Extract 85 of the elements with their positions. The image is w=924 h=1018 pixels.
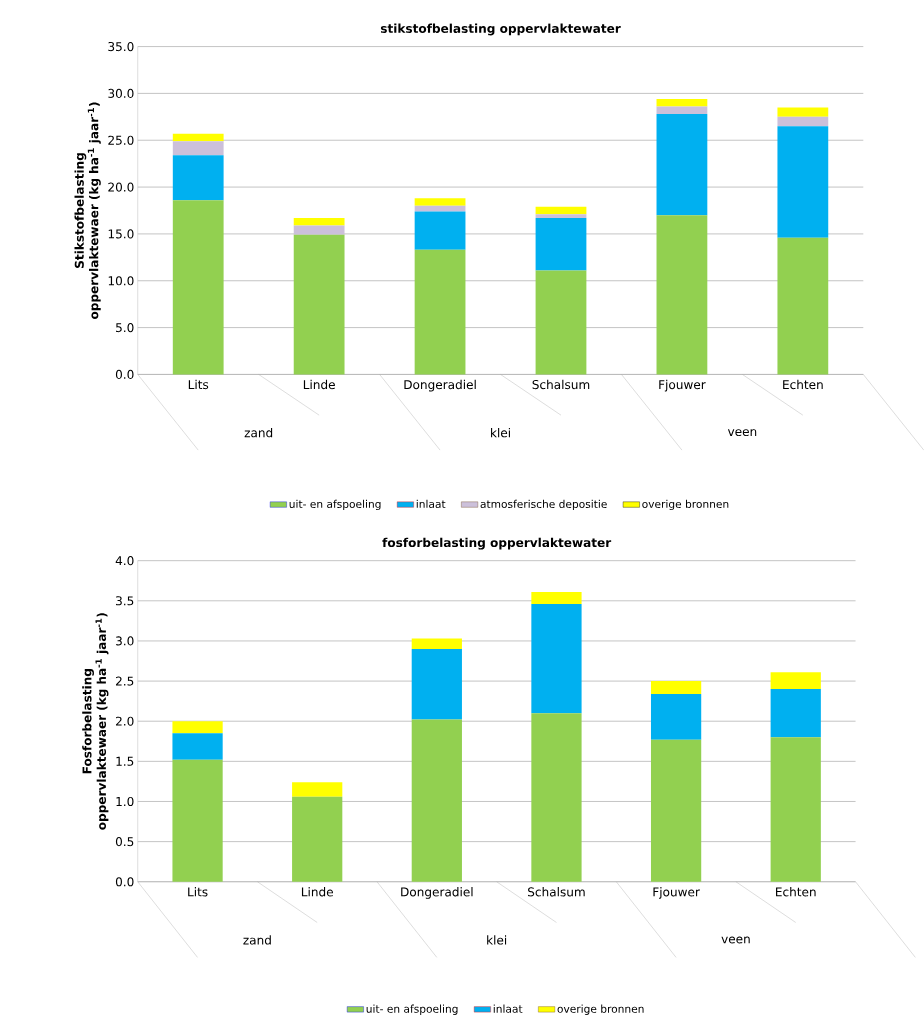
y-tick-label: 2.5 (116, 676, 134, 686)
bar (777, 116, 829, 127)
bar (411, 719, 462, 882)
x-tick-label: Fjouwer (659, 379, 706, 392)
bar (777, 126, 829, 238)
x-tick-label: Lits (188, 379, 209, 390)
bar (650, 693, 702, 740)
bar (535, 270, 587, 375)
chart-title: stikstofbelasting oppervlaktewater (380, 23, 621, 36)
bar (656, 215, 708, 375)
bar (770, 689, 821, 738)
bar (172, 141, 224, 156)
bar (172, 759, 223, 882)
x-tick-label: Linde (301, 887, 333, 897)
text: veen (721, 936, 750, 944)
bar (777, 107, 829, 117)
y-tick-label: 1.0 (116, 796, 134, 807)
y-tick-label: 25.0 (108, 135, 134, 145)
legend-label: atmosferische depositie (480, 499, 607, 511)
y-tick-label: 20.0 (108, 182, 134, 192)
bar (770, 672, 821, 690)
y-tick-label: 3.5 (116, 596, 134, 606)
bar (656, 114, 708, 216)
y-tick-label: 1.5 (116, 756, 134, 766)
bar (535, 217, 587, 271)
text: zand (244, 427, 273, 438)
x-tick-label: Dongeradiel (404, 379, 476, 392)
bar (656, 106, 708, 115)
bar (172, 155, 224, 201)
text: veen (727, 429, 757, 437)
bar (172, 133, 224, 142)
y-tick-label: 0.0 (115, 369, 134, 379)
legend-label: uit- en afspoeling (289, 499, 381, 511)
y-tick-label: 0.0 (115, 877, 134, 887)
y-tick-label: 5.0 (116, 323, 134, 333)
y-tick-label: 35.0 (108, 41, 134, 52)
bar (172, 733, 223, 760)
bar (414, 198, 466, 206)
x-tick-label: Echten (783, 379, 823, 390)
x-tick-label: Echten (776, 887, 816, 897)
bar (650, 681, 702, 694)
bar (293, 225, 345, 235)
bar (172, 721, 223, 734)
bar (292, 796, 343, 882)
x-tick-label: Schalsum (532, 379, 590, 390)
y-tick-label: 30.0 (108, 88, 134, 98)
y-tick-label: 0.5 (115, 837, 134, 847)
bar (656, 99, 708, 107)
y-tick-label: 15.0 (108, 229, 134, 239)
bar (293, 234, 345, 375)
bar (535, 214, 587, 218)
text: klei (487, 935, 507, 945)
y-axis-title: Stikstofbelasting oppervlaktewaer (kg ha$^{-1}$ jaar$^{-1}$) (74, 102, 101, 320)
bar (535, 206, 587, 215)
bar (650, 739, 702, 882)
legend-label: uit- en afspoeling (366, 1004, 458, 1015)
x-tick-label: Fjouwer (653, 887, 700, 899)
bar (293, 217, 345, 226)
bar (414, 249, 466, 375)
legend-label: overige bronnen (642, 499, 729, 511)
text: klei (491, 427, 510, 438)
legend-label: inlaat (493, 1004, 523, 1013)
y-tick-label: 10.0 (108, 276, 134, 286)
x-tick-label: Lits (188, 887, 208, 897)
legend-label: overige bronnen (557, 1004, 644, 1015)
x-tick-label: Dongeradiel (401, 887, 473, 899)
y-tick-label: 4.0 (115, 556, 134, 566)
y-tick-label: 2.0 (116, 716, 134, 726)
y-axis-title: Fosforbelasting oppervlaktewaer (kg ha$^{-1}$ jaar$^{-1}$) (82, 613, 109, 830)
bar (770, 737, 821, 882)
text: zand (243, 935, 271, 945)
chart-title: fosforbelasting oppervlaktewater (382, 537, 612, 550)
bar (411, 638, 462, 649)
bar (411, 648, 462, 720)
legend-label: inlaat (416, 499, 446, 509)
bar (172, 200, 224, 375)
bar (531, 713, 582, 882)
x-tick-label: Schalsum (528, 887, 585, 897)
bar (414, 211, 466, 250)
bar (777, 237, 829, 375)
y-tick-label: 3.0 (116, 636, 134, 646)
bar (531, 604, 582, 714)
x-tick-label: Linde (303, 379, 335, 390)
bar (531, 591, 582, 605)
bar (292, 782, 343, 797)
